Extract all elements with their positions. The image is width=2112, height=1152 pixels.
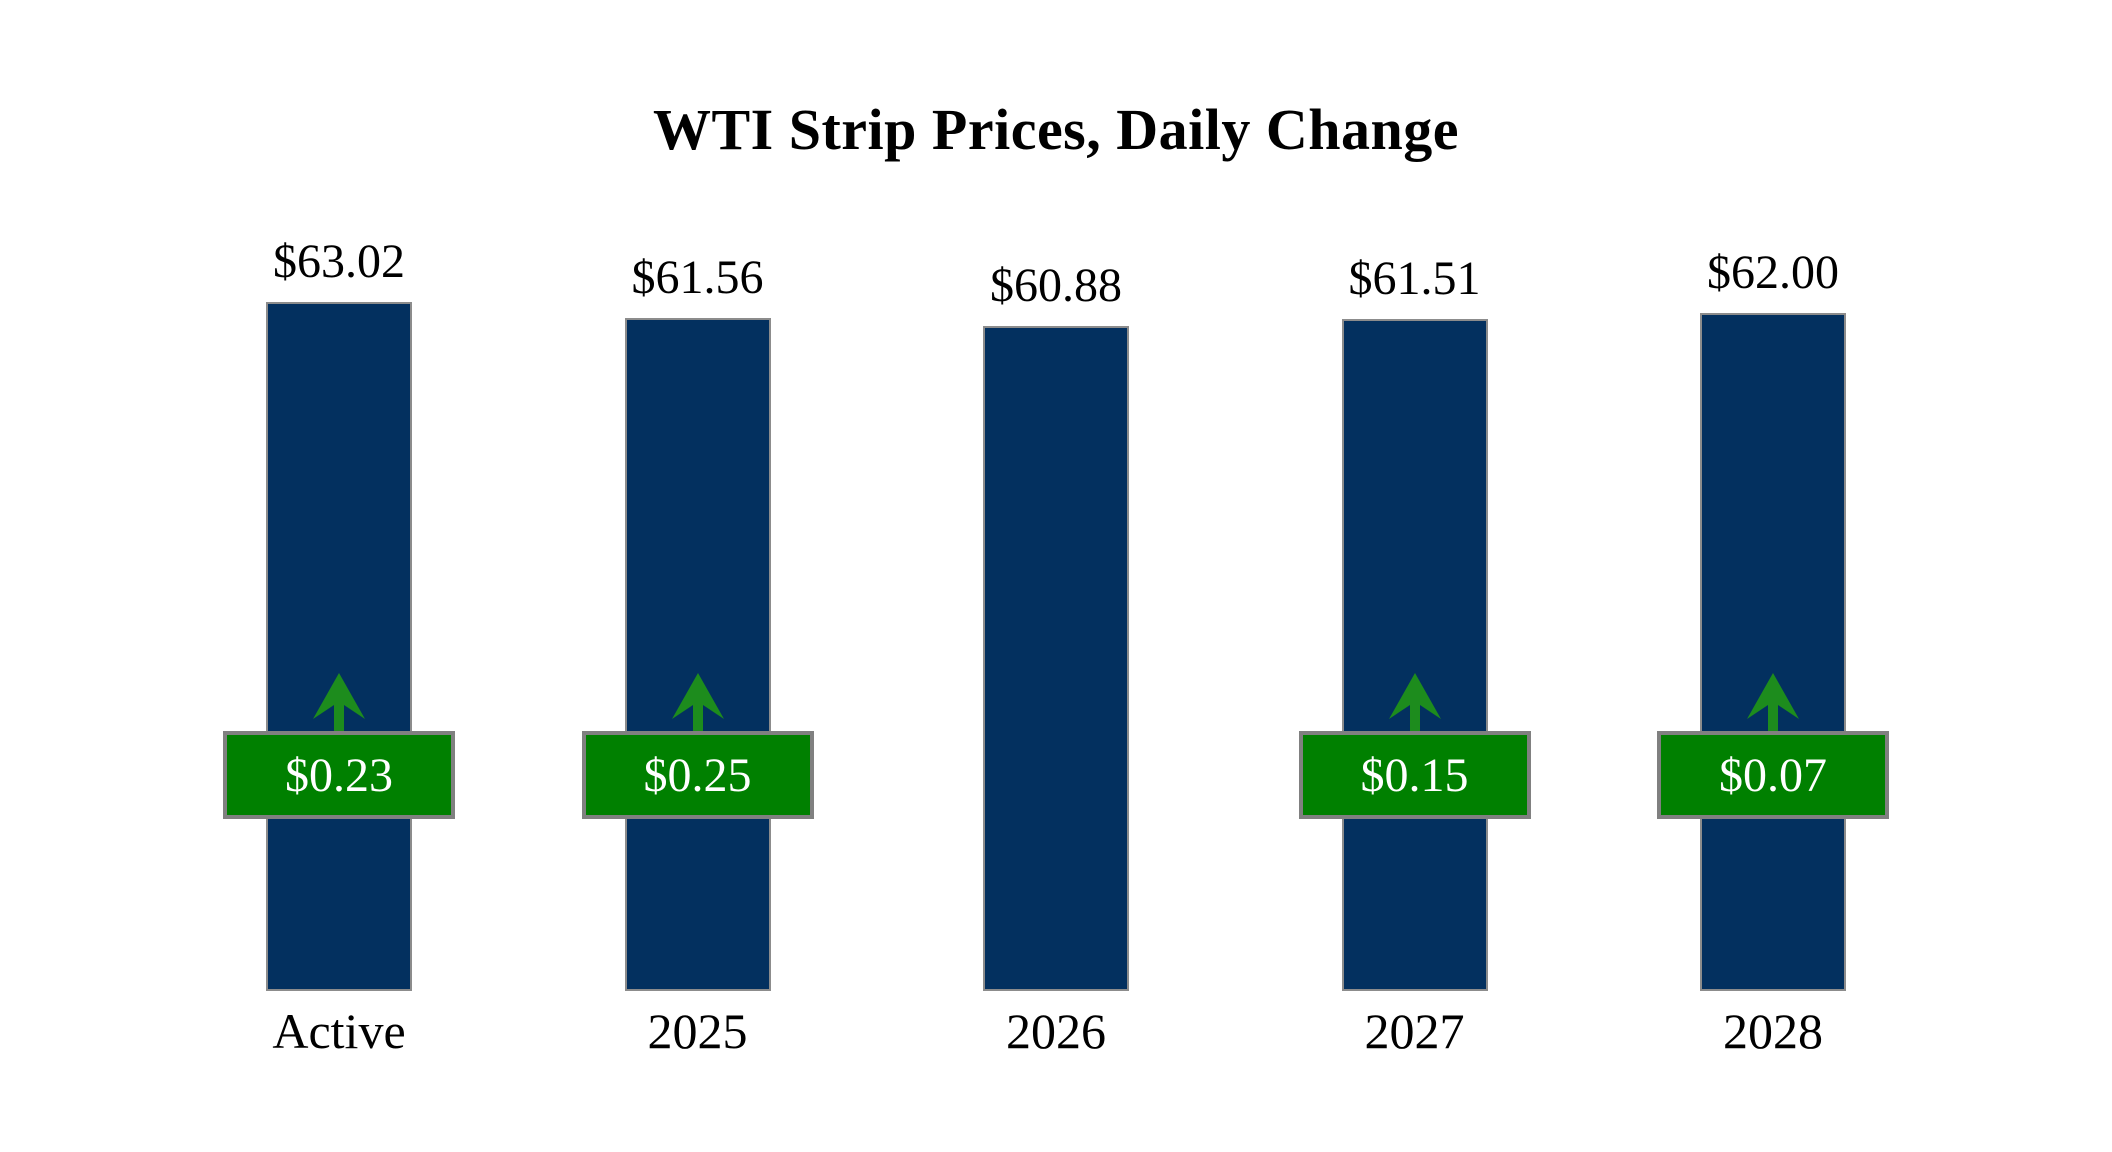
change-label: $0.25 <box>643 748 752 802</box>
price-bar <box>624 318 771 991</box>
price-label: $60.88 <box>990 258 1122 312</box>
change-label: $0.23 <box>285 748 393 802</box>
bar-group-2025: $61.56 $0.25 2025 <box>518 0 877 1152</box>
chart-title: WTI Strip Prices, Daily Change <box>652 97 1460 162</box>
price-label: $61.56 <box>631 251 764 305</box>
change-badge: $0.07 <box>1657 731 1889 819</box>
category-label: 2025 <box>647 1003 748 1059</box>
category-label: 2027 <box>1364 1003 1465 1059</box>
change-label: $0.07 <box>1719 748 1827 802</box>
bar-group-2027: $61.51 $0.15 2027 <box>1235 0 1594 1152</box>
bar-group-2026: $60.88 2026 <box>877 0 1236 1152</box>
price-bar <box>1700 313 1846 991</box>
bar-group-active: $63.02 $0.23 Active <box>160 0 519 1152</box>
up-arrow-icon <box>1388 673 1441 731</box>
change-badge: $0.15 <box>1298 731 1531 819</box>
up-arrow-icon <box>1747 673 1799 731</box>
price-bar <box>266 302 412 991</box>
price-bar <box>1341 318 1488 991</box>
change-label: $0.15 <box>1360 748 1469 802</box>
up-arrow-icon <box>671 673 724 731</box>
category-label: 2026 <box>1006 1003 1106 1059</box>
up-arrow-icon <box>313 673 365 731</box>
price-label: $63.02 <box>273 235 405 289</box>
category-label: Active <box>272 1003 406 1059</box>
price-label: $61.51 <box>1348 251 1481 305</box>
change-badge: $0.23 <box>223 731 455 819</box>
category-label: 2028 <box>1723 1003 1823 1059</box>
price-label: $62.00 <box>1707 246 1839 300</box>
bar-group-2028: $62.00 $0.07 2028 <box>1594 0 1953 1152</box>
price-bar <box>983 325 1129 991</box>
change-badge: $0.25 <box>581 731 814 819</box>
